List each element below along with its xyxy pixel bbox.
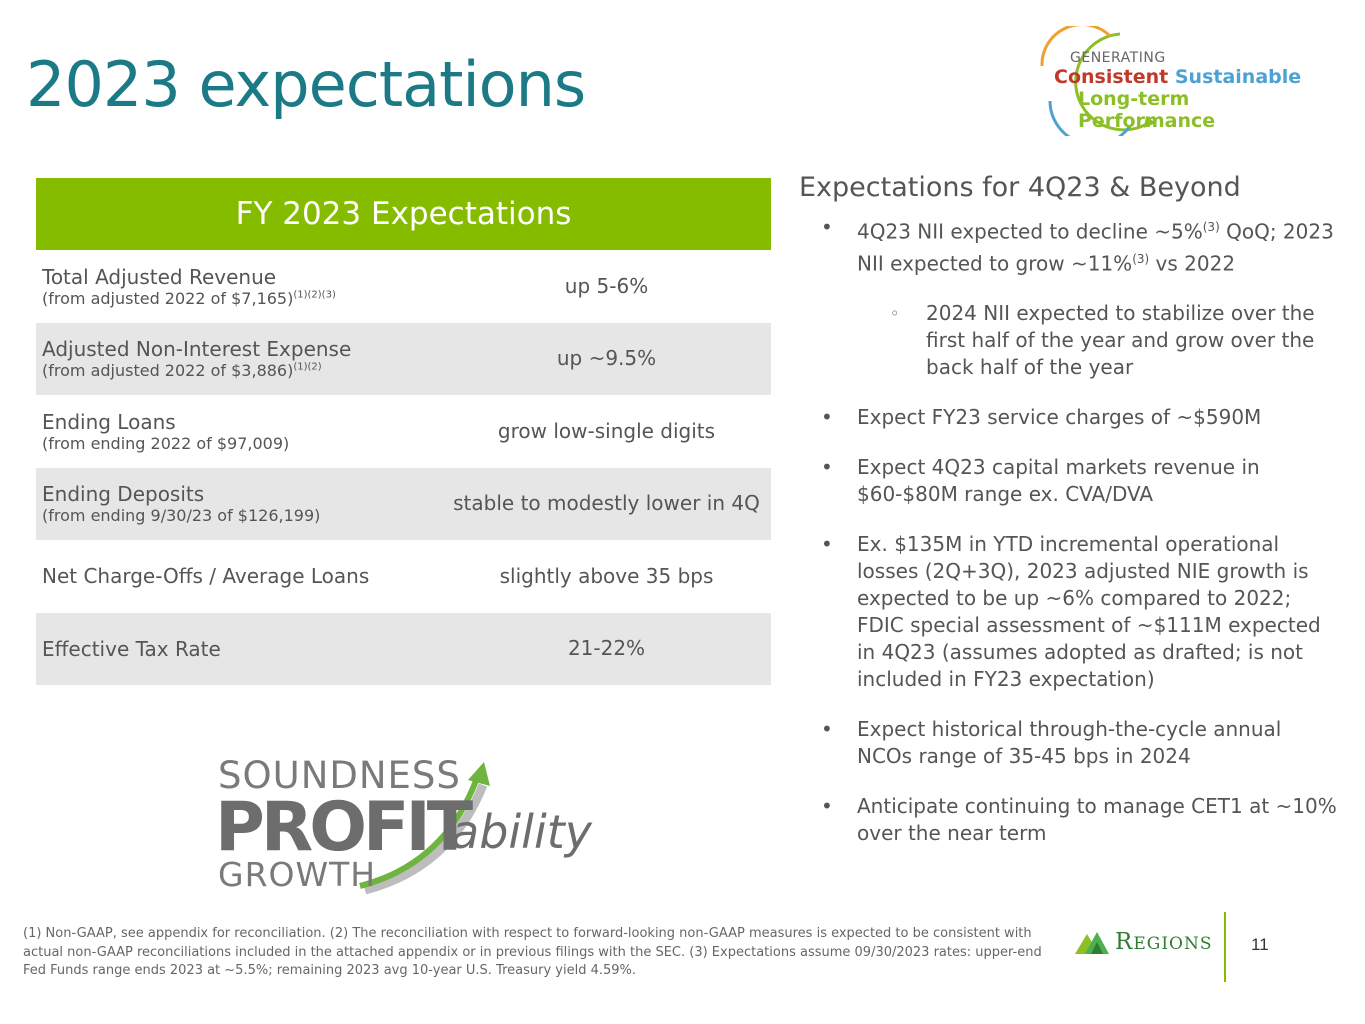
row-label-main: Ending Deposits [42,482,205,507]
bullet-text: 4Q23 NII expected to decline ~5% [857,219,1203,244]
row-label-sub: (from ending 9/30/23 of $126,199) [42,506,321,526]
row-sub-text: (from adjusted 2022 of $7,165) [42,288,294,308]
table-row: Effective Tax Rate 21-22% [36,612,771,685]
row-value: up ~9.5% [556,346,657,371]
table-row: Ending Deposits (from ending 9/30/23 of … [36,467,771,540]
list-item: Expect FY23 service charges of ~$590M [818,404,1338,431]
list-item: Anticipate continuing to manage CET1 at … [818,793,1338,847]
row-label: Ending Deposits (from ending 9/30/23 of … [36,482,442,525]
generating-performance-logo: GENERATING Consistent Sustainable Long-t… [1020,26,1320,136]
row-value: 21-22% [567,636,646,661]
list-item: 4Q23 NII expected to decline ~5%(3) QoQ;… [818,214,1338,277]
logo-longterm-text: Long-term Performance [1078,88,1216,132]
table-row: Total Adjusted Revenue (from adjusted 20… [36,250,771,323]
row-sub-text: (from adjusted 2022 of $3,886) [42,361,294,381]
row-value: grow low-single digits [497,418,716,443]
row-label: Adjusted Non-Interest Expense (from adju… [36,337,442,380]
table-row: Adjusted Non-Interest Expense (from adju… [36,322,771,395]
regions-wordmark: REGIONS [1115,929,1213,955]
table-row: Ending Loans (from ending 2022 of $97,00… [36,395,771,468]
list-item: Expect historical through-the-cycle annu… [818,716,1338,770]
row-label-main: Effective Tax Rate [42,636,221,661]
soundness-text: SOUNDNESS [218,754,461,797]
footnote-ref: (1)(2) [293,361,322,373]
row-value: up 5-6% [564,273,649,298]
expectations-list: 4Q23 NII expected to decline ~5%(3) QoQ;… [818,214,1338,870]
row-label-sub: (from ending 2022 of $97,009) [42,433,290,453]
logo-sustainable-text: Sustainable [1174,66,1302,88]
brand-first-letter: R [1115,929,1134,955]
row-label: Net Charge-Offs / Average Loans [36,564,442,588]
table-header: FY 2023 Expectations [36,178,771,250]
row-label: Effective Tax Rate [36,637,442,661]
list-subitem: 2024 NII expected to stabilize over the … [818,300,1338,381]
page-number: 11 [1251,935,1269,954]
ability-text: ability [451,805,592,859]
row-label: Total Adjusted Revenue (from adjusted 20… [36,265,442,308]
footnote-ref: (3) [1132,251,1150,266]
soundness-profitability-growth-logo: SOUNDNESS PROFIT ability GROWTH [215,750,615,900]
row-value: slightly above 35 bps [499,563,714,588]
profit-text: PROFIT [215,788,473,867]
logo-generating-text: GENERATING [1070,50,1166,66]
logo-consistent-text: Consistent [1054,66,1169,88]
list-item: Ex. $135M in YTD incremental operational… [818,531,1338,693]
section-heading: Expectations for 4Q23 & Beyond [799,172,1241,203]
row-label-main: Total Adjusted Revenue [42,264,277,289]
circular-arrow-icon [1040,26,1156,136]
fy2023-expectations-table: FY 2023 Expectations Total Adjusted Reve… [36,178,771,685]
row-label-sub: (from adjusted 2022 of $7,165)(1)(2)(3) [42,289,442,308]
regions-pyramid-icon [1075,932,1109,954]
row-label-main: Ending Loans [42,409,176,434]
logo-tagline: Consistent Sustainable [1054,66,1301,88]
row-label-main: Adjusted Non-Interest Expense [42,337,352,362]
row-label-main: Net Charge-Offs / Average Loans [42,564,370,589]
row-value: stable to modestly lower in 4Q [453,491,760,516]
footnote-ref: (3) [1202,220,1220,234]
list-item: Expect 4Q23 capital markets revenue in $… [818,454,1338,508]
footnote: (1) Non-GAAP, see appendix for reconcili… [23,926,1042,978]
row-label: Ending Loans (from ending 2022 of $97,00… [36,410,442,453]
brand-rest: EGIONS [1133,934,1213,954]
table-row: Net Charge-Offs / Average Loans slightly… [36,540,771,613]
bullet-text: QoQ; 2023 NII expected to grow ~11% [857,219,1334,276]
regions-logo: REGIONS [1075,926,1225,966]
growth-arrow-icon [359,762,490,895]
divider [1224,912,1226,982]
row-label-sub: (from adjusted 2022 of $3,886)(1)(2) [42,361,442,380]
page-title: 2023 expectations [26,48,586,121]
bullet-text: vs 2022 [1149,251,1236,276]
footnote-ref: (1)(2)(3) [293,289,336,301]
growth-text: GROWTH [218,855,377,894]
